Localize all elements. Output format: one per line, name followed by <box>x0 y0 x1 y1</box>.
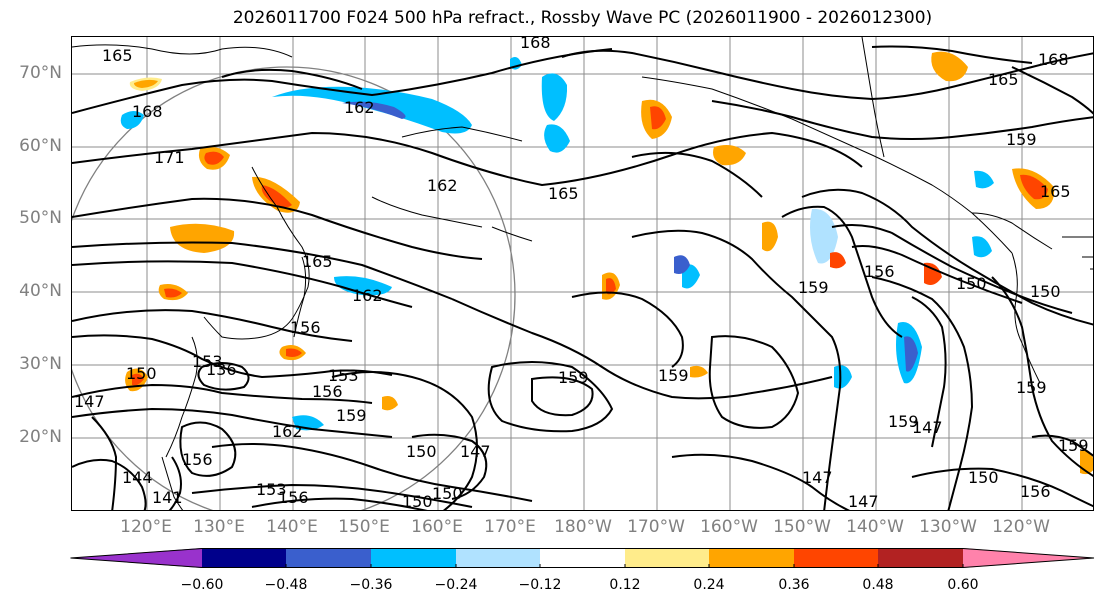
contour-label: 168 <box>1038 50 1069 69</box>
lat-label: 20°N <box>19 427 62 447</box>
colorbar-tick-label: −0.12 <box>518 577 562 593</box>
map-panel: 168 168 162 171 165 162 165 165 162 156 … <box>71 36 1094 511</box>
colorbar-segment <box>371 548 456 568</box>
colorbar-tick-label: −0.60 <box>180 577 224 593</box>
colorbar <box>70 548 1095 568</box>
lon-label: 150°E <box>338 517 390 537</box>
colorbar-tick-label: 0.12 <box>609 577 641 593</box>
contour-label: 159 <box>658 366 689 385</box>
contour-label: 168 <box>520 37 551 52</box>
lat-label: 50°N <box>19 208 62 228</box>
contour-label: 153 <box>328 366 359 385</box>
contour-label: 147 <box>912 418 943 437</box>
chart-title: 2026011700 F024 500 hPa refract., Rossby… <box>232 8 933 28</box>
colorbar-segment <box>794 548 878 568</box>
colorbar-segment <box>878 548 963 568</box>
contour-label: 150 <box>126 364 157 383</box>
lon-label: 180°W <box>554 517 612 537</box>
lon-label: 150°W <box>773 517 831 537</box>
contour-label: 162 <box>427 176 458 195</box>
contour-label: 165 <box>1040 182 1071 201</box>
contour-label: 159 <box>888 412 919 431</box>
contour-label: 150 <box>1030 282 1061 301</box>
colorbar-segment <box>70 548 202 568</box>
wave-packet-circle <box>72 66 516 510</box>
colorbar-segment <box>963 548 1094 568</box>
contour-label: 165 <box>548 184 579 203</box>
colorbar-tick-label: 0.36 <box>778 577 810 593</box>
refractivity-patches <box>120 51 1093 475</box>
contour-label: 153 <box>256 480 287 499</box>
colorbar-tick-label: −0.24 <box>434 577 478 593</box>
colorbar-segment <box>709 548 794 568</box>
contour-label: 162 <box>352 286 383 305</box>
contour-label: 150 <box>968 468 999 487</box>
contour-label: 171 <box>154 148 185 167</box>
contour-label: 141 <box>152 488 183 507</box>
contour-label: 165 <box>988 70 1019 89</box>
contour-label: 136 <box>206 360 237 379</box>
lon-label: 130°W <box>919 517 977 537</box>
contour-label: 156 <box>290 318 321 337</box>
colorbar-outline <box>70 548 1095 568</box>
contour-label: 156 <box>864 262 895 281</box>
colorbar-tick-label: −0.36 <box>349 577 393 593</box>
contour-label: 147 <box>848 492 879 511</box>
contour-label: 168 <box>132 102 163 121</box>
contour-label: 165 <box>302 252 333 271</box>
contour-label: 150 <box>402 492 433 511</box>
contour-label: 159 <box>336 406 367 425</box>
lat-label: 40°N <box>19 281 62 301</box>
lon-label: 140°W <box>846 517 904 537</box>
contour-label: 159 <box>1016 378 1047 397</box>
contour-label: 159 <box>1058 436 1089 455</box>
contour-lines <box>72 45 1093 510</box>
contour-label: 150 <box>432 484 463 503</box>
lon-label: 170°W <box>627 517 685 537</box>
lon-label: 160°E <box>411 517 463 537</box>
lon-label: 170°E <box>484 517 536 537</box>
contour-label: 147 <box>802 468 833 487</box>
colorbar-tick-label: 0.24 <box>693 577 725 593</box>
contour-label: 153 <box>192 352 223 371</box>
lon-label: 130°E <box>193 517 245 537</box>
colorbar-segment <box>456 548 540 568</box>
colorbar-segment <box>540 548 625 568</box>
colorbar-ticks <box>285 564 964 568</box>
contour-label: 162 <box>344 98 375 117</box>
lon-label: 120°E <box>120 517 172 537</box>
contour-label-group: 168 168 162 171 165 162 165 165 162 156 … <box>74 37 1089 511</box>
colorbar-tick-label: 0.60 <box>947 577 979 593</box>
contour-label: 144 <box>122 468 153 487</box>
lon-label: 160°W <box>700 517 758 537</box>
contour-label: 159 <box>558 368 589 387</box>
contour-label: 159 <box>798 278 829 297</box>
contour-label: 165 <box>102 46 133 65</box>
contour-label: 150 <box>956 274 987 293</box>
colorbar-tick-label: −0.48 <box>264 577 308 593</box>
contour-label: 147 <box>460 442 491 461</box>
colorbar-tick-label: 0.48 <box>862 577 894 593</box>
colorbar-segment <box>286 548 371 568</box>
contour-label: 150 <box>406 442 437 461</box>
lat-label: 30°N <box>19 354 62 374</box>
contour-label: 156 <box>182 450 213 469</box>
colorbar-segment <box>202 548 286 568</box>
colorbar-segment <box>625 548 709 568</box>
lon-label: 120°W <box>992 517 1050 537</box>
lat-label: 70°N <box>19 63 62 83</box>
contour-label: 147 <box>74 392 105 411</box>
contour-label: 159 <box>1006 130 1037 149</box>
contour-label: 156 <box>312 382 343 401</box>
contour-label: 156 <box>1020 482 1051 501</box>
lat-label: 60°N <box>19 136 62 156</box>
map-canvas: 168 168 162 171 165 162 165 165 162 156 … <box>72 37 1093 511</box>
contour-label: 162 <box>272 422 303 441</box>
lon-label: 140°E <box>266 517 318 537</box>
contour-label: 156 <box>278 488 309 507</box>
